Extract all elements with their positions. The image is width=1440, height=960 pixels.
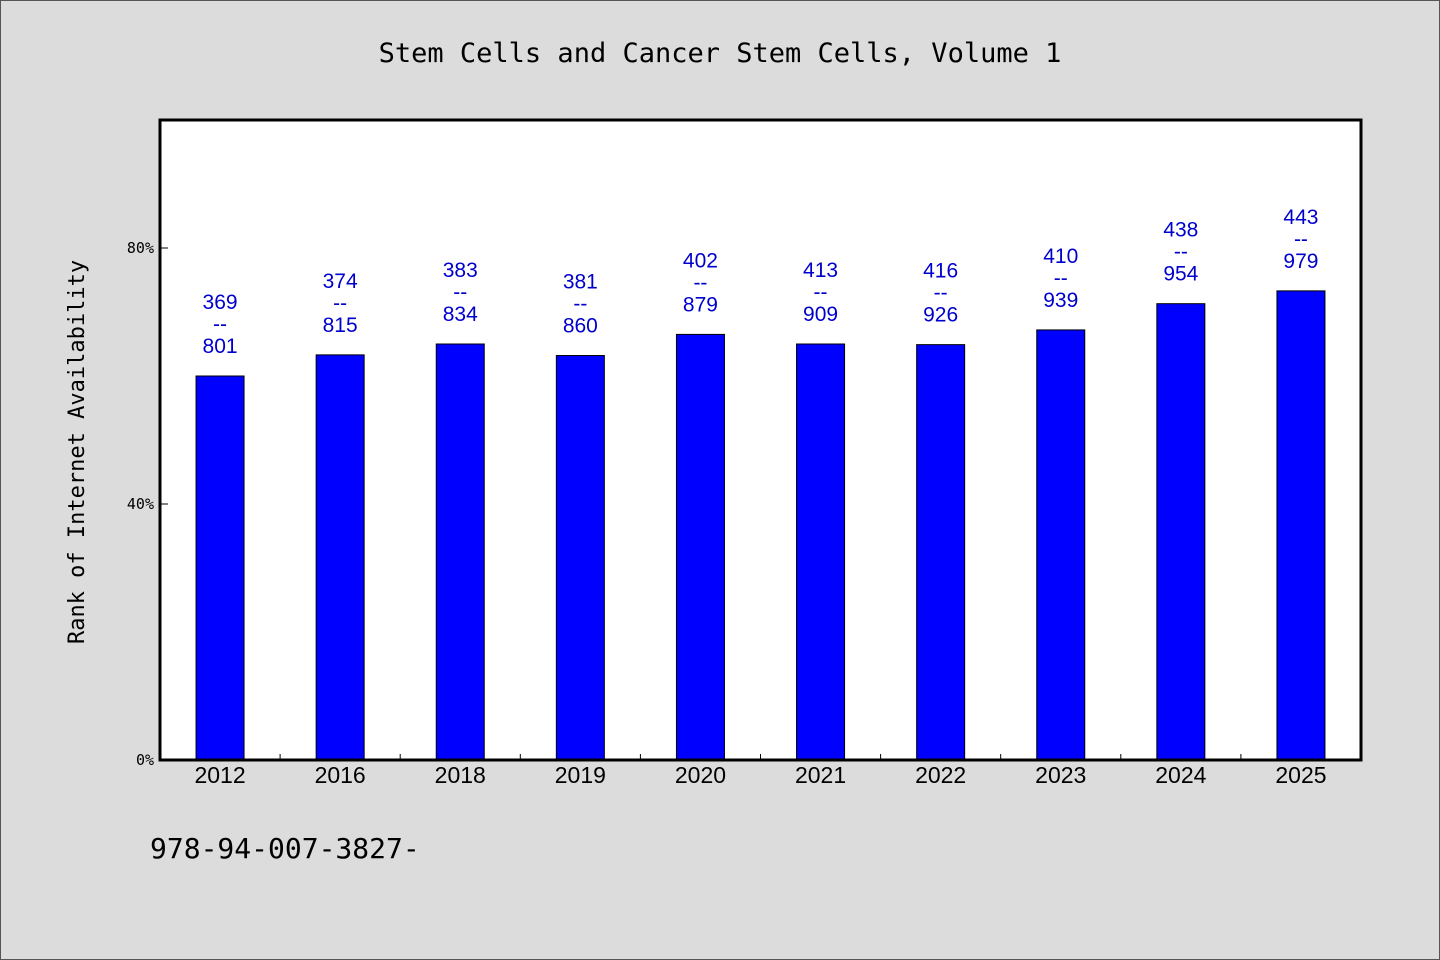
- data-label-top-2022: 416: [923, 260, 958, 283]
- y-tick-label-1: 40%: [127, 495, 154, 513]
- data-label-top-2025: 443: [1283, 206, 1318, 229]
- data-label-top-2021: 413: [803, 259, 838, 282]
- data-label-sep-2023: --: [1054, 267, 1068, 290]
- data-label-top-2016: 374: [323, 270, 358, 293]
- x-tick-label-2018: 2018: [435, 762, 486, 788]
- y-axis-label: Rank of Internet Availability: [65, 260, 90, 644]
- isbn-text: 978-94-007-3827-: [150, 832, 420, 865]
- data-label-sep-2022: --: [934, 282, 948, 305]
- x-tick-label-2021: 2021: [795, 762, 846, 788]
- data-label-sep-2019: --: [573, 293, 587, 316]
- data-label-sep-2018: --: [453, 281, 467, 304]
- data-label-sep-2016: --: [333, 292, 347, 315]
- data-label-top-2024: 438: [1163, 219, 1198, 242]
- bar-2025: [1276, 290, 1326, 761]
- bar-2023: [1036, 329, 1086, 761]
- data-label-bottom-2016: 815: [323, 314, 358, 337]
- y-tick-label-0: 0%: [136, 751, 154, 769]
- data-label-top-2023: 410: [1043, 245, 1078, 268]
- data-label-bottom-2020: 879: [683, 293, 718, 316]
- bar-2022: [916, 344, 966, 761]
- data-label-sep-2012: --: [213, 313, 227, 336]
- data-label-sep-2021: --: [814, 281, 828, 304]
- data-label-top-2012: 369: [203, 291, 238, 314]
- data-label-top-2020: 402: [683, 249, 718, 272]
- bar-2024: [1156, 303, 1206, 761]
- y-axis-ticks: 0% 40% 80%: [127, 239, 168, 769]
- data-label-bottom-2024: 954: [1163, 263, 1198, 286]
- x-tick-label-2020: 2020: [675, 762, 726, 788]
- x-tick-label-2016: 2016: [315, 762, 366, 788]
- data-label-top-2018: 383: [443, 259, 478, 282]
- x-tick-label-2012: 2012: [194, 762, 245, 788]
- data-labels-group: 369--801374--815383--834381--860402--879…: [203, 206, 1319, 358]
- data-label-bottom-2025: 979: [1283, 250, 1318, 273]
- bar-2020: [675, 333, 725, 761]
- data-label-sep-2020: --: [693, 271, 707, 294]
- data-label-bottom-2019: 860: [563, 315, 598, 338]
- plot-border: [158, 118, 1363, 762]
- bar-2021: [796, 343, 846, 761]
- x-tick-label-2022: 2022: [915, 762, 966, 788]
- data-label-sep-2025: --: [1294, 228, 1308, 251]
- bars-group: [195, 290, 1326, 761]
- data-label-bottom-2022: 926: [923, 304, 958, 327]
- bar-2018: [435, 343, 485, 761]
- data-label-bottom-2012: 801: [203, 335, 238, 358]
- x-tick-label-2023: 2023: [1035, 762, 1086, 788]
- x-tick-label-2025: 2025: [1275, 762, 1326, 788]
- data-label-bottom-2018: 834: [443, 303, 478, 326]
- x-tick-label-2024: 2024: [1155, 762, 1206, 788]
- data-label-top-2019: 381: [563, 271, 598, 294]
- x-axis-ticks: 2012 2016 2018 2019 2020 2021 2022 2023 2024 2025: [194, 754, 1327, 788]
- bar-2019: [555, 355, 605, 761]
- y-tick-label-2: 80%: [127, 239, 154, 257]
- data-label-sep-2024: --: [1174, 241, 1188, 264]
- bar-2016: [315, 354, 365, 761]
- data-label-bottom-2023: 939: [1043, 289, 1078, 312]
- data-label-bottom-2021: 909: [803, 303, 838, 326]
- x-tick-label-2019: 2019: [555, 762, 606, 788]
- bar-2012: [195, 375, 245, 761]
- chart-title: Stem Cells and Cancer Stem Cells, Volume…: [379, 38, 1062, 69]
